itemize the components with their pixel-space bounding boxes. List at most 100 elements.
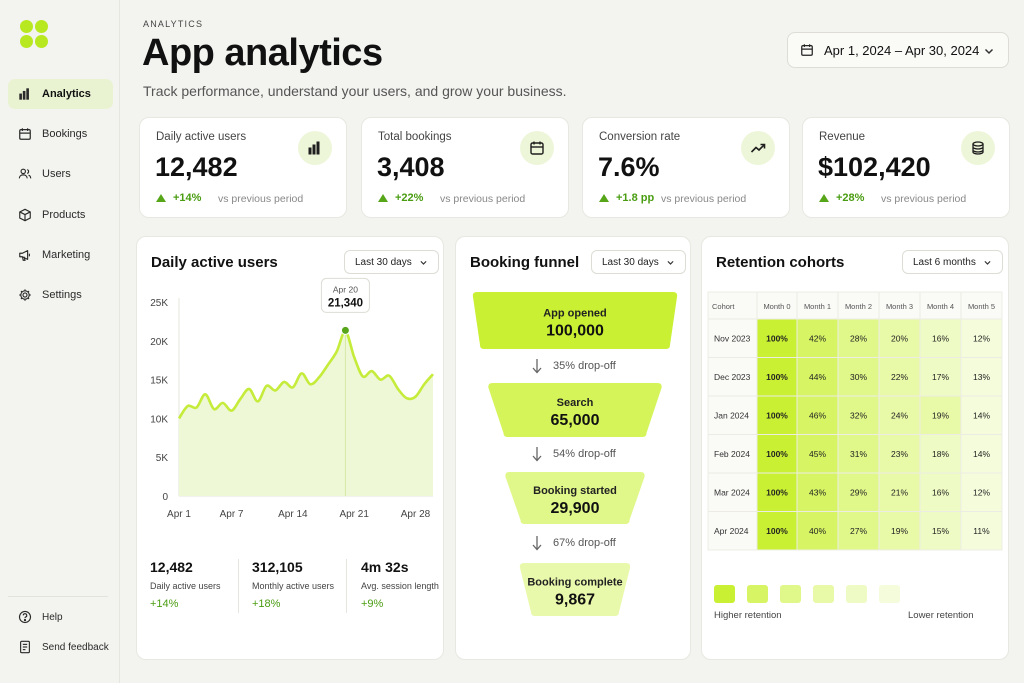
trend-up-triangle-icon	[819, 194, 829, 202]
funnel-stage[interactable]	[488, 383, 662, 437]
retention-header-label: Cohort	[712, 302, 735, 311]
trend-up-triangle-icon	[156, 194, 166, 202]
retention-cell	[796, 472, 839, 512]
funnel-panel: Booking funnel Last 30 days App opened 10…	[455, 236, 691, 660]
trend-up-triangle-icon	[378, 194, 388, 202]
retention-cell-value: 43%	[809, 487, 826, 497]
kpi-label: Conversion rate	[599, 131, 681, 143]
stat-change: +9%	[361, 598, 384, 610]
retention-cell	[960, 357, 1003, 397]
kpi-compare: vs previous period	[440, 193, 526, 205]
funnel-range-label: Last 30 days	[602, 256, 659, 268]
retention-cell	[796, 318, 839, 358]
retention-cell	[878, 511, 921, 551]
retention-header-cell	[960, 291, 1003, 320]
funnel-stage-value: 9,867	[555, 592, 595, 609]
funnel-stage[interactable]	[505, 472, 645, 524]
kpi-change-value: +14%	[173, 192, 202, 204]
page-title: App analytics	[142, 32, 383, 74]
funnel-stage[interactable]	[472, 292, 678, 349]
tooltip-date: Apr 20	[333, 284, 358, 294]
sidebar-item-analytics[interactable]: Analytics	[8, 79, 113, 109]
dau-range-label: Last 30 days	[355, 256, 412, 268]
arrow-down-icon	[532, 359, 542, 374]
retention-cell-value: 45%	[809, 449, 826, 459]
retention-cell	[960, 472, 1003, 512]
dau-panel-title: Daily active users	[151, 254, 278, 271]
retention-header-label: Month 2	[845, 302, 872, 311]
retention-cell-value: 100%	[766, 487, 788, 497]
y-tick-label: 20K	[150, 337, 168, 348]
retention-cell-value: 20%	[891, 333, 908, 343]
kpi-icon-badge	[961, 131, 995, 165]
retention-header-cell	[837, 291, 880, 320]
tooltip-box	[320, 277, 370, 313]
retention-cell	[837, 511, 880, 551]
kpi-change: +1.8 pp	[599, 192, 654, 204]
y-tick-label: 10K	[150, 414, 168, 425]
legend-swatch	[780, 585, 801, 603]
retention-cell	[837, 318, 880, 358]
kpi-card: Daily active users 12,482 +14% vs previous …	[139, 117, 347, 218]
kpi-change: +14%	[156, 192, 201, 204]
summary-stat: 312,105 Monthly active users +18%	[252, 559, 334, 610]
chevron-down-icon	[667, 260, 674, 265]
retention-cell	[960, 434, 1003, 474]
highlight-point	[340, 325, 350, 335]
sidebar-item-label: Analytics	[42, 88, 91, 100]
legend-swatch	[813, 585, 834, 603]
stat-change: +18%	[252, 598, 281, 610]
retention-range-select[interactable]: Last 6 months	[902, 250, 1003, 274]
y-tick-label: 5K	[156, 453, 169, 464]
retention-cell-value: 12%	[973, 333, 990, 343]
chevron-down-icon	[984, 260, 991, 265]
retention-cell-value: 23%	[891, 449, 908, 459]
sidebar-item-bookings[interactable]: Bookings	[8, 119, 113, 149]
calendar-icon	[801, 44, 813, 56]
kpi-change: +22%	[378, 192, 423, 204]
app-logo-icon[interactable]	[20, 20, 48, 48]
calendar-icon	[19, 128, 31, 141]
bar-chart-icon	[19, 88, 29, 100]
retention-cell-value: 30%	[850, 372, 867, 382]
kpi-value: 3,408	[377, 152, 445, 182]
users-icon	[18, 168, 32, 179]
dau-range-select[interactable]: Last 30 days	[344, 250, 439, 274]
x-tick-label: Apr 14	[278, 509, 308, 520]
retention-cell	[919, 434, 962, 474]
retention-header-label: Month 3	[886, 302, 913, 311]
legend-swatch	[879, 585, 900, 603]
retention-cell-value: 18%	[932, 449, 949, 459]
retention-cohort-label: Dec 2023	[714, 372, 751, 382]
sidebar-item-label: Settings	[42, 288, 82, 301]
retention-cell	[756, 395, 798, 435]
funnel-dropoff: 35% drop-off	[531, 358, 616, 374]
funnel-range-select[interactable]: Last 30 days	[591, 250, 686, 274]
sidebar-item-marketing[interactable]: Marketing	[8, 240, 113, 270]
sidebar-item-settings[interactable]: Settings	[8, 280, 113, 310]
funnel-stage-label: Booking complete	[527, 577, 622, 589]
box-icon	[19, 208, 31, 221]
kpi-label: Revenue	[819, 131, 866, 143]
kpi-icon-badge	[298, 131, 332, 165]
date-range-picker[interactable]: Apr 1, 2024 – Apr 30, 2024	[787, 32, 1009, 68]
retention-cell	[960, 511, 1003, 551]
retention-panel-title: Retention cohorts	[716, 254, 845, 271]
stat-value: 4m 32s	[361, 559, 409, 575]
calendar-icon	[530, 141, 544, 155]
sidebar-item-users[interactable]: Users	[8, 159, 113, 189]
sidebar-item-help[interactable]: Help	[8, 602, 113, 632]
coins-icon	[972, 141, 984, 155]
funnel-stage[interactable]	[519, 563, 631, 616]
stat-divider	[238, 559, 239, 613]
sidebar-item-products[interactable]: Products	[8, 200, 113, 230]
stat-label: Daily active users	[150, 581, 221, 591]
trend-up-icon	[750, 143, 766, 153]
stat-value: 312,105	[252, 559, 303, 575]
sidebar-item-send-feedback[interactable]: Send feedback	[8, 632, 113, 662]
retention-cell-value: 24%	[891, 410, 908, 420]
retention-cohort-label: Apr 2024	[714, 526, 749, 536]
x-tick-label: Apr 28	[401, 509, 431, 520]
retention-cell	[960, 395, 1003, 435]
sidebar-item-label: Bookings	[42, 128, 88, 141]
